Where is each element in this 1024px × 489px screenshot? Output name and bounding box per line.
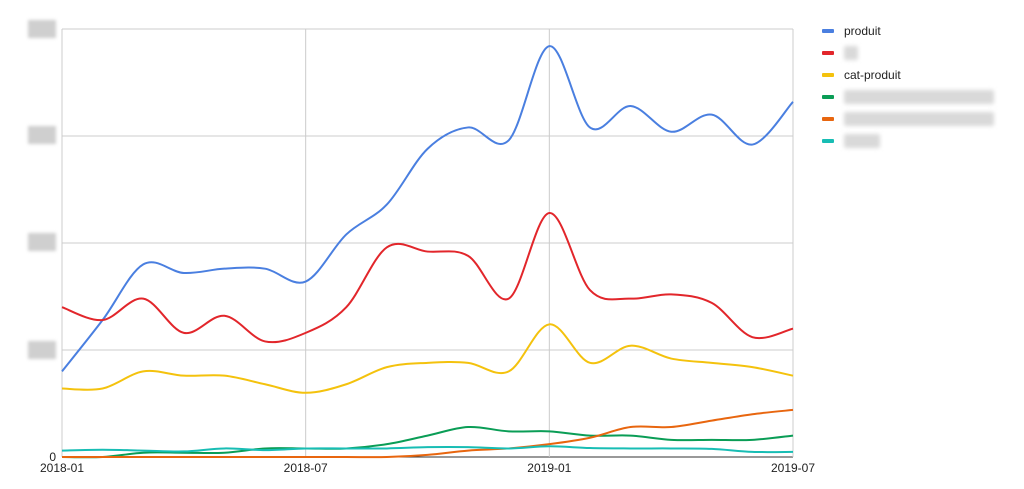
legend-item[interactable]	[822, 86, 994, 108]
legend-swatch	[822, 51, 834, 55]
legend-label: produit	[844, 24, 881, 38]
legend-item[interactable]	[822, 42, 994, 64]
x-tick-label: 2019-01	[527, 461, 571, 475]
legend-item[interactable]: cat-produit	[822, 64, 994, 86]
series-line-cat-produit	[61, 323, 794, 394]
axis-ticks: 2018-01 2018-07 2019-01 2019-07 0	[40, 450, 815, 475]
legend-label-redacted	[844, 134, 880, 148]
series-line-series-6	[61, 445, 794, 454]
series-line-produit	[61, 45, 794, 373]
legend: produit cat-produit	[822, 20, 994, 152]
legend-item[interactable]	[822, 130, 994, 152]
series-line-series-4	[61, 425, 794, 459]
series-lines	[61, 45, 794, 459]
legend-label-redacted	[844, 90, 994, 104]
y-tick-label: 0	[49, 450, 56, 464]
y-axis-label-redacted	[28, 341, 56, 359]
y-axis-label-redacted	[28, 233, 56, 251]
x-tick-label: 2019-07	[771, 461, 815, 475]
y-axis-label-redacted	[28, 126, 56, 144]
grid	[61, 28, 794, 458]
legend-swatch	[822, 29, 834, 33]
legend-swatch	[822, 73, 834, 77]
x-tick-label: 2018-07	[284, 461, 328, 475]
legend-item[interactable]	[822, 108, 994, 130]
y-axis-label-redacted	[28, 20, 56, 38]
x-tick-label: 2018-01	[40, 461, 84, 475]
series-line-series-5	[61, 408, 794, 459]
legend-label: cat-produit	[844, 68, 901, 82]
legend-label-redacted	[844, 46, 858, 60]
legend-item[interactable]: produit	[822, 20, 994, 42]
legend-swatch	[822, 95, 834, 99]
legend-swatch	[822, 117, 834, 121]
legend-swatch	[822, 139, 834, 143]
series-line-series-2	[61, 212, 794, 344]
legend-label-redacted	[844, 112, 994, 126]
